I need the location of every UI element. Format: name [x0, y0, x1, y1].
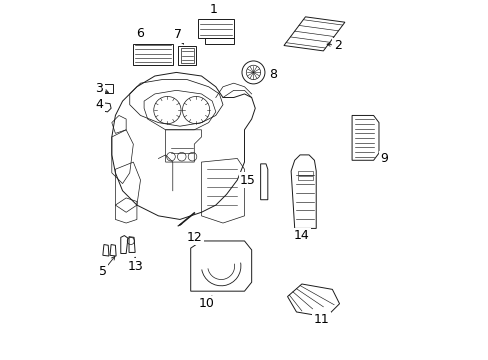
Text: 4: 4 [95, 98, 103, 111]
Text: 15: 15 [240, 174, 256, 186]
Text: 9: 9 [380, 152, 387, 165]
Text: 5: 5 [99, 265, 107, 278]
Text: 13: 13 [127, 260, 142, 273]
Text: 2: 2 [333, 39, 341, 52]
Text: 1: 1 [210, 3, 218, 16]
Text: 7: 7 [174, 28, 182, 41]
Text: 3: 3 [95, 82, 103, 95]
Text: 10: 10 [199, 297, 214, 310]
Text: 14: 14 [293, 229, 309, 242]
Text: 8: 8 [268, 68, 277, 81]
Text: 11: 11 [313, 313, 329, 327]
Text: 12: 12 [186, 231, 202, 244]
Text: 6: 6 [136, 27, 144, 40]
